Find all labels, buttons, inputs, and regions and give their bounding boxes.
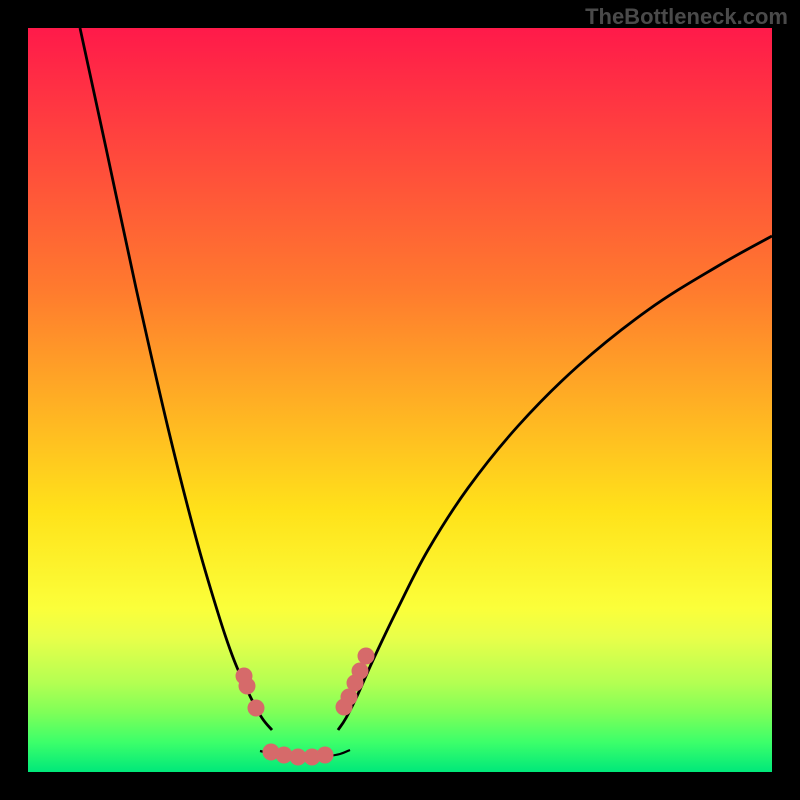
marker-point — [248, 700, 265, 717]
marker-point — [352, 663, 369, 680]
marker-group — [236, 648, 375, 766]
bottleneck-curve — [0, 0, 800, 800]
marker-point — [358, 648, 375, 665]
marker-point — [317, 747, 334, 764]
left-curve — [80, 28, 272, 730]
right-curve — [338, 236, 772, 730]
curve-group — [80, 28, 772, 757]
marker-point — [239, 678, 256, 695]
